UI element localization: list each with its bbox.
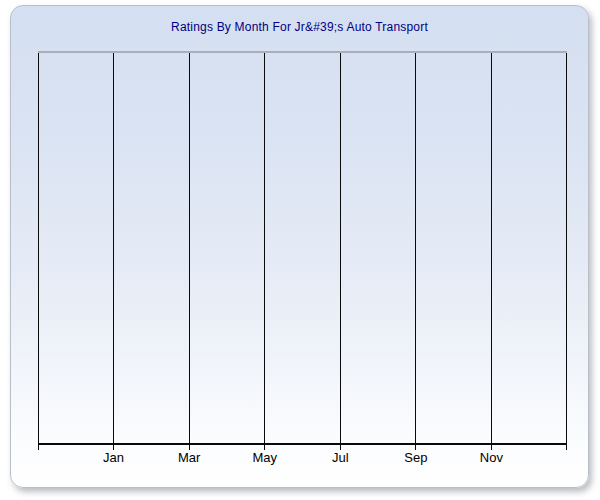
x-tick-label-sep: Sep	[404, 450, 427, 465]
plot-area: Jan Mar May Jul Sep Nov	[38, 51, 567, 443]
x-tick-label-mar: Mar	[178, 450, 200, 465]
chart-title: Ratings By Month For Jr&#39;s Auto Trans…	[11, 20, 588, 34]
gridline	[189, 53, 190, 450]
x-tick-label-nov: Nov	[480, 450, 503, 465]
x-tick-label-jan: Jan	[103, 450, 124, 465]
x-tick-label-may: May	[252, 450, 277, 465]
gridline	[113, 53, 114, 450]
x-axis-line	[38, 443, 567, 445]
chart-card: Ratings By Month For Jr&#39;s Auto Trans…	[10, 5, 589, 488]
gridline	[415, 53, 416, 450]
gridline	[491, 53, 492, 450]
gridline	[38, 53, 39, 450]
gridline	[340, 53, 341, 450]
gridline	[566, 53, 567, 450]
gridline	[264, 53, 265, 450]
x-tick-label-jul: Jul	[332, 450, 349, 465]
